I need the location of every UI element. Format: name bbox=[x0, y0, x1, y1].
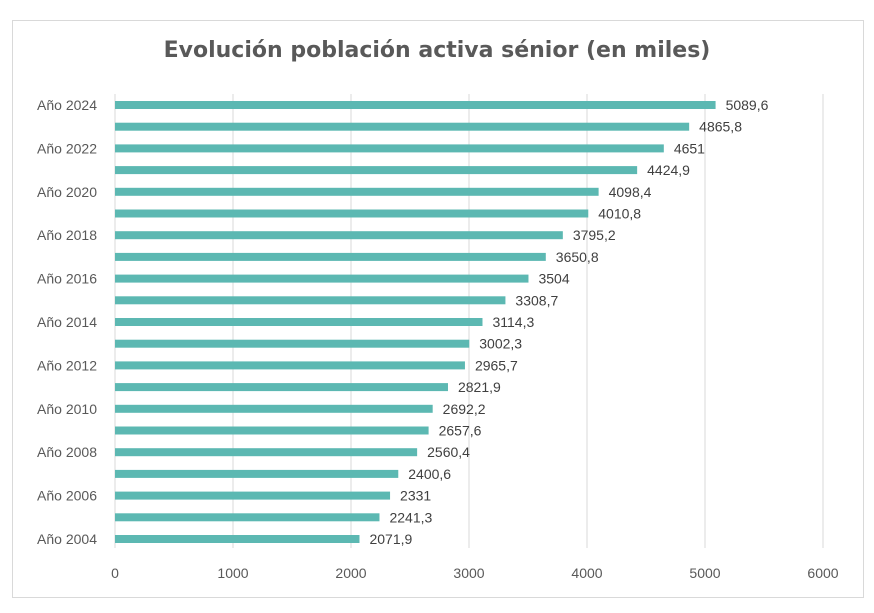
bars bbox=[115, 101, 716, 543]
bar bbox=[115, 404, 433, 413]
bar bbox=[115, 535, 360, 543]
data-label: 5089,6 bbox=[726, 97, 769, 113]
bar bbox=[115, 318, 483, 326]
chart-frame bbox=[12, 20, 864, 598]
bar bbox=[115, 383, 448, 392]
y-tick-label: Año 2008 bbox=[37, 444, 97, 460]
y-tick-label: Año 2020 bbox=[37, 184, 97, 200]
bar bbox=[115, 448, 418, 457]
y-tick-label: Año 2018 bbox=[37, 227, 97, 243]
bar bbox=[115, 166, 638, 175]
bar bbox=[115, 231, 563, 240]
y-tick-label: Año 2004 bbox=[37, 531, 97, 547]
x-tick-label: 2000 bbox=[335, 565, 366, 581]
x-tick-label: 6000 bbox=[807, 565, 838, 581]
bar bbox=[115, 469, 399, 478]
data-labels: 5089,6 4865,8 4651 4424,9 4098,4 4010,8 3795,2… bbox=[369, 97, 768, 547]
x-tick-label: 0 bbox=[111, 565, 119, 581]
bar bbox=[115, 361, 465, 370]
data-label: 2692,2 bbox=[443, 401, 486, 417]
y-tick-label: Año 2012 bbox=[37, 357, 97, 373]
x-axis: 0 1000 2000 3000 4000 5000 6000 bbox=[111, 565, 839, 581]
bar bbox=[115, 252, 546, 261]
data-label: 2241,3 bbox=[389, 509, 432, 525]
bar bbox=[115, 296, 506, 305]
data-label: 2331 bbox=[400, 488, 431, 504]
bar bbox=[115, 513, 380, 522]
x-tick-label: 4000 bbox=[571, 565, 602, 581]
bar bbox=[115, 274, 529, 283]
y-tick-label: Año 2006 bbox=[37, 488, 97, 504]
data-label: 2400,6 bbox=[408, 466, 451, 482]
data-label: 3504 bbox=[538, 271, 569, 287]
data-label: 2560,4 bbox=[427, 444, 470, 460]
bar bbox=[115, 122, 690, 131]
y-tick-label: Año 2022 bbox=[37, 140, 97, 156]
y-tick-label: Año 2010 bbox=[37, 401, 97, 417]
y-tick-label: Año 2014 bbox=[37, 314, 97, 330]
chart-title: Evolución población activa sénior (en mi… bbox=[163, 38, 711, 63]
data-label: 3650,8 bbox=[556, 249, 599, 265]
data-label: 3795,2 bbox=[573, 227, 616, 243]
data-label: 2821,9 bbox=[458, 379, 501, 395]
bar bbox=[115, 209, 589, 218]
bar bbox=[115, 426, 429, 435]
x-tick-label: 1000 bbox=[217, 565, 248, 581]
data-label: 2657,6 bbox=[439, 423, 482, 439]
data-label: 4424,9 bbox=[647, 162, 690, 178]
bar bbox=[115, 187, 599, 196]
bar bbox=[115, 339, 470, 348]
y-tick-label: Año 2024 bbox=[37, 97, 97, 113]
data-label: 4010,8 bbox=[598, 206, 641, 222]
x-tick-label: 5000 bbox=[689, 565, 720, 581]
bar bbox=[115, 101, 716, 109]
data-label: 4098,4 bbox=[609, 184, 652, 200]
y-axis: Año 2024 Año 2022 Año 2020 Año 2018 Año 2016… bbox=[37, 97, 97, 547]
data-label: 2965,7 bbox=[475, 357, 518, 373]
bar bbox=[115, 144, 664, 153]
data-label: 3002,3 bbox=[479, 336, 522, 352]
data-label: 3308,7 bbox=[515, 292, 558, 308]
bar bbox=[115, 491, 391, 500]
x-tick-label: 3000 bbox=[453, 565, 484, 581]
data-label: 3114,3 bbox=[492, 314, 534, 330]
data-label: 4651 bbox=[674, 140, 705, 156]
data-label: 4865,8 bbox=[699, 119, 742, 135]
y-tick-label: Año 2016 bbox=[37, 271, 97, 287]
data-label: 2071,9 bbox=[369, 531, 412, 547]
